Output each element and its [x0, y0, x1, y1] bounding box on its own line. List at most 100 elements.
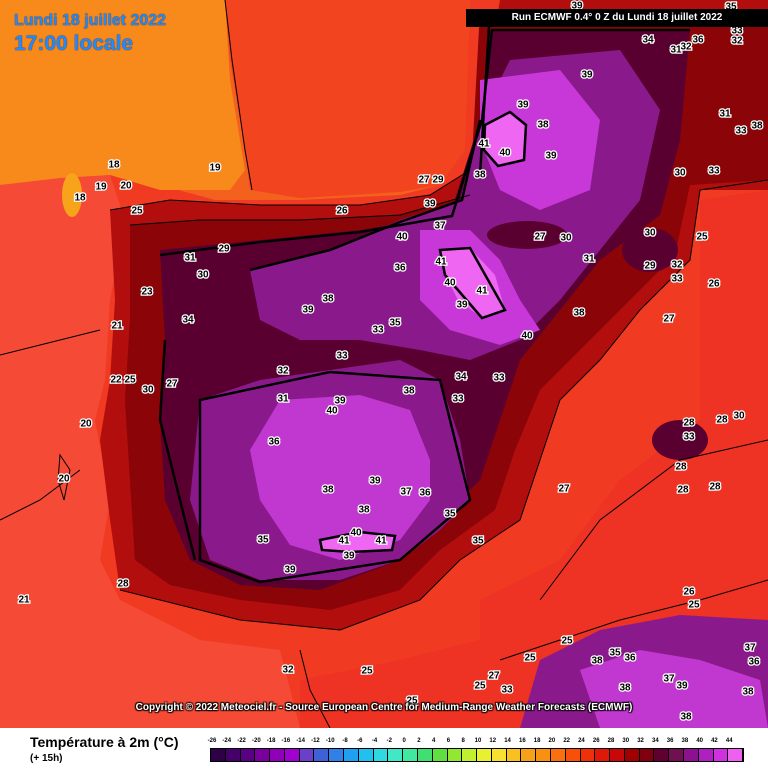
- temperature-label: 38: [537, 120, 549, 131]
- temperature-label: 38: [573, 308, 585, 319]
- temperature-label: 28: [675, 462, 687, 473]
- sea-mediterranean: [300, 190, 768, 728]
- temperature-label: 41: [478, 139, 490, 150]
- temperature-label: 38: [322, 294, 334, 305]
- legend-swatch: [373, 749, 389, 761]
- temperature-label: 38: [680, 712, 692, 723]
- temperature-label: 29: [644, 261, 656, 272]
- temperature-label: 27: [558, 484, 570, 495]
- legend-swatch: [255, 749, 271, 761]
- legend-tick-label: 16: [518, 738, 526, 744]
- legend-tick-label: 34: [651, 738, 659, 744]
- temperature-label: 35: [472, 536, 484, 547]
- temperature-label: 38: [742, 687, 754, 698]
- legend-tick-label: 40: [696, 738, 703, 744]
- legend-tick-label: -8: [342, 738, 348, 744]
- temperature-label: 32: [277, 366, 289, 377]
- temperature-label: 39: [424, 199, 436, 210]
- temperature-label: 29: [218, 244, 230, 255]
- legend-tick-label: 42: [711, 738, 718, 744]
- legend-swatch: [477, 749, 492, 761]
- temperature-label: 30: [644, 228, 656, 239]
- temperature-label: 39: [456, 300, 468, 311]
- temperature-label: 39: [284, 565, 296, 576]
- legend-swatch: [432, 749, 448, 761]
- legend-swatch: [698, 749, 714, 761]
- legend-tick-label: 28: [607, 738, 615, 744]
- legend-tick-label: 12: [489, 738, 497, 744]
- temperature-label: 26: [336, 206, 348, 217]
- hotspot-ring: [622, 228, 678, 272]
- legend-tick-label: 36: [666, 738, 674, 744]
- legend-tick-label: -4: [371, 738, 378, 744]
- temperature-label: 31: [277, 394, 289, 405]
- temperature-label: 28: [117, 579, 129, 590]
- temperature-label: 41: [338, 536, 350, 547]
- temperature-label: 32: [731, 36, 743, 47]
- forecast-time: 17:00 locale: [14, 32, 134, 55]
- temperature-label: 31: [583, 254, 595, 265]
- temperature-label: 33: [452, 394, 464, 405]
- isotherm-bold: [158, 9, 690, 584]
- temperature-label: 20: [58, 474, 70, 485]
- temperature-label: 18: [108, 160, 120, 171]
- temperature-label: 38: [403, 386, 415, 397]
- legend-tick-label: 18: [533, 738, 541, 744]
- temperature-label: 19: [95, 182, 107, 193]
- hotspot-ring: [487, 221, 567, 249]
- legend-swatch: [669, 749, 684, 761]
- temperature-label: 30: [142, 385, 154, 396]
- temperature-label: 30: [674, 168, 686, 179]
- temperature-label: 27: [418, 175, 430, 186]
- temperature-label: 37: [744, 643, 756, 654]
- temperature-label: 35: [257, 535, 269, 546]
- temperature-label: 35: [389, 318, 401, 329]
- temperature-label: 25: [361, 666, 373, 677]
- temperature-label: 35: [444, 509, 456, 520]
- temperature-label: 33: [336, 351, 348, 362]
- legend-tick-label: 44: [725, 738, 733, 744]
- temperature-label: 19: [209, 163, 221, 174]
- temperature-label: 39: [545, 151, 557, 162]
- temperature-label: 27: [663, 314, 675, 325]
- legend-tick-label: 4: [431, 738, 436, 744]
- temperature-label: 39: [676, 681, 688, 692]
- temperature-label: 26: [708, 279, 720, 290]
- temperature-label: 39: [581, 70, 593, 81]
- temperature-label: 25: [561, 636, 573, 647]
- legend-tick-label: -24: [222, 738, 232, 744]
- temperature-label: 33: [708, 166, 720, 177]
- temperature-label: 34: [642, 35, 654, 46]
- legend-tick-label: 0: [402, 738, 406, 744]
- temperature-label: 38: [619, 683, 631, 694]
- temperature-label: 36: [692, 35, 704, 46]
- temperature-label: 25: [696, 232, 708, 243]
- legend-tick-label: -2: [386, 738, 392, 744]
- legend-swatch: [713, 749, 729, 761]
- temperature-label: 25: [688, 600, 700, 611]
- temperature-label: 36: [748, 657, 760, 668]
- temperature-label: 37: [434, 221, 446, 232]
- temperature-label: 35: [609, 648, 621, 659]
- temperature-label: 21: [18, 595, 30, 606]
- temperature-label: 40: [499, 148, 511, 159]
- temperature-label: 38: [322, 485, 334, 496]
- legend-tick-label: 20: [548, 738, 556, 744]
- legend-tick-label: 38: [681, 738, 689, 744]
- hotspot-island: [652, 420, 708, 460]
- legend-swatch: [684, 749, 699, 761]
- temperature-label: 34: [182, 315, 194, 326]
- legend-swatch: [610, 749, 625, 761]
- temperature-label: 22: [110, 375, 122, 386]
- color-legend: Température à 2m (°C) (+ 15h) -26 -24 -22-…: [0, 728, 768, 768]
- legend-swatch: [225, 749, 241, 761]
- temperature-label: 18: [74, 193, 86, 204]
- temperature-label: 39: [369, 476, 381, 487]
- legend-swatch: [639, 749, 655, 761]
- temperature-label: 25: [474, 681, 486, 692]
- temperature-label: 32: [282, 665, 294, 676]
- legend-swatch: [624, 749, 640, 761]
